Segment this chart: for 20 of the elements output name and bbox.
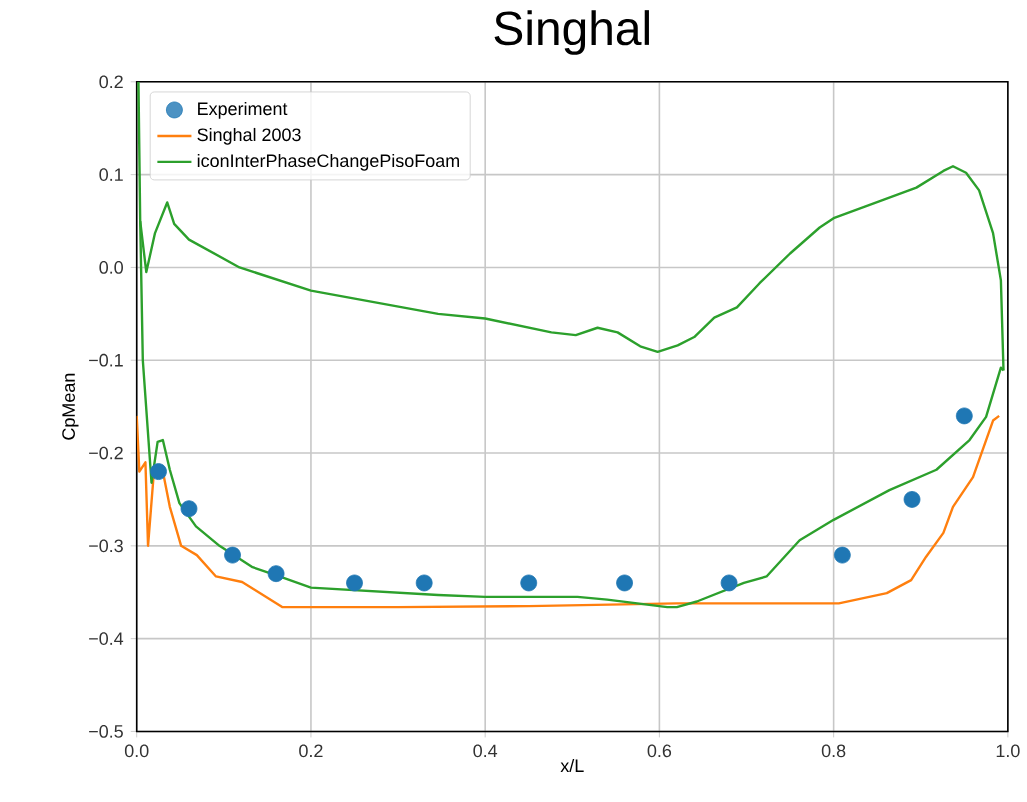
x-tick-label: 1.0 [996,744,1020,758]
x-tick-label: 0.8 [821,744,846,758]
legend-label: Singhal 2003 [197,127,301,145]
chart-title: Singhal [494,10,649,55]
y-tick-label: −0.4 [89,632,124,645]
x-tick-label: 0.6 [647,744,672,758]
y-tick-label: −0.2 [89,446,123,460]
x-axis-title: x/L [560,758,584,772]
y-tick-label: −0.1 [89,353,123,367]
x-tick-label: 0.4 [473,744,498,758]
y-axis-title: CpMean [62,373,79,440]
y-tick-label: −0.3 [89,539,123,553]
y-tick-label: 0.1 [99,168,123,181]
x-tick-label: 0.2 [299,744,323,758]
y-tick-label: −0.5 [89,724,123,738]
legend-label: Experiment [198,101,288,119]
x-tick-label: 0.0 [124,744,149,758]
y-tick-label: 0.2 [99,75,123,89]
y-tick-label: 0.0 [99,260,123,274]
legend-label: iconInterPhaseChangePisoFoam [197,153,459,171]
